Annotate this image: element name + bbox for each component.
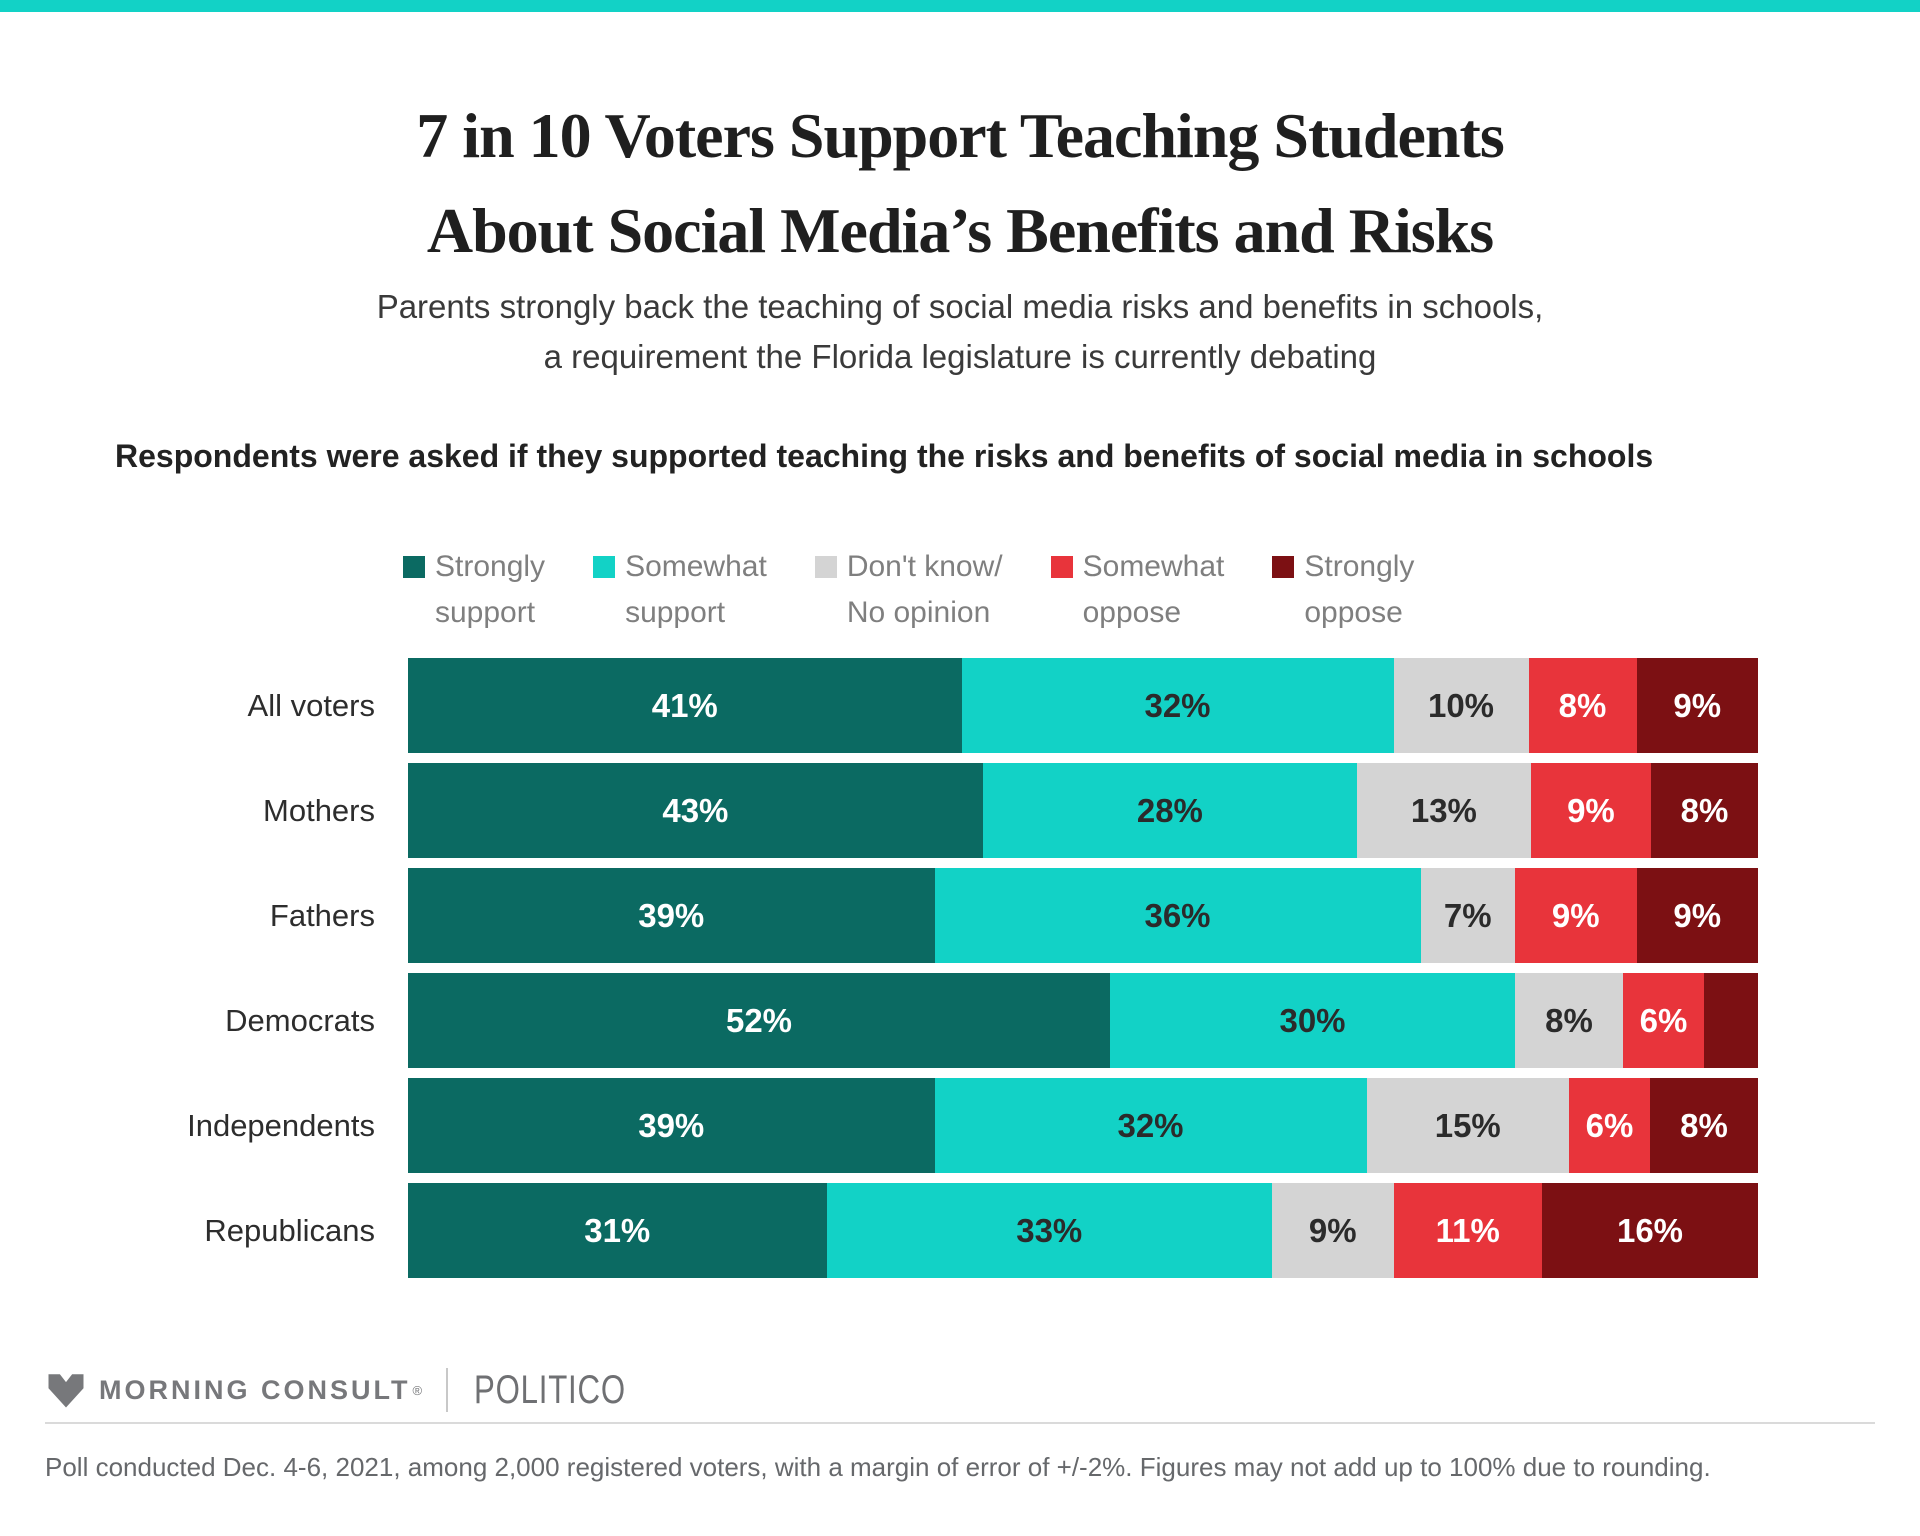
legend-item-5: Strongly oppose (1272, 544, 1414, 636)
bar-track: 52% 30% 8% 6% (408, 973, 1758, 1068)
bar-row: Mothers 43% 28% 13% 9% 8% (0, 763, 1920, 858)
bar-segment: 9% (1272, 1183, 1394, 1278)
bar-segment: 28% (982, 763, 1357, 858)
bar-segment: 52% (408, 973, 1110, 1068)
bar-segment: 31% (408, 1183, 827, 1278)
legend-label: Don't know/No opinion (846, 550, 1003, 629)
row-label: All voters (247, 687, 375, 723)
bar-segment: 30% (1110, 973, 1515, 1068)
legend-swatch-icon (593, 556, 616, 578)
bar-segment: 8% (1528, 658, 1637, 753)
legend-item-2: Somewhat support (593, 544, 767, 636)
row-label: Mothers (263, 792, 375, 828)
bar-track: 31% 33% 9% 11% 16% (408, 1183, 1758, 1278)
bar-segment: 41% (408, 658, 962, 753)
bar-segment: 7% (1420, 868, 1515, 963)
footer-brands: MORNING CONSULT ® POLITICO (45, 1366, 1920, 1414)
legend-item-1: Strongly support (403, 544, 545, 636)
legend-swatch-icon (1272, 556, 1295, 578)
bar-segment: 43% (408, 763, 983, 858)
legend-item-3: Don't know/No opinion (814, 544, 1003, 636)
legend-label: Somewhat oppose (1082, 550, 1225, 629)
bar-segment: 32% (961, 658, 1394, 753)
bar-track: 43% 28% 13% 9% 8% (408, 763, 1758, 858)
bar-row: All voters 41% 32% 10% 8% 9% (0, 658, 1920, 753)
legend-label: Somewhat support (625, 550, 767, 629)
morning-consult-wordmark: MORNING CONSULT (99, 1374, 411, 1405)
legend-label: Strongly support (435, 550, 546, 629)
title-line-2: About Social Media’s Benefits and Risks (426, 195, 1494, 266)
row-label: Republicans (204, 1212, 375, 1248)
bar-segment: 9% (1636, 868, 1758, 963)
row-label: Independents (187, 1107, 375, 1143)
bar-segment: 33% (826, 1183, 1272, 1278)
bar-segment: 32% (934, 1078, 1367, 1173)
bar-track: 39% 36% 7% 9% 9% (408, 868, 1758, 963)
bar-segment: 16% (1542, 1183, 1758, 1278)
chart-title: 7 in 10 Voters Support Teaching Students… (0, 88, 1920, 278)
legend-label: Strongly oppose (1304, 550, 1415, 629)
bar-row: Fathers 39% 36% 7% 9% 9% (0, 868, 1920, 963)
chart-subtitle: Parents strongly back the teaching of so… (0, 282, 1920, 382)
stacked-bar-chart: All voters 41% 32% 10% 8% 9% Mothers 43% 28% 13% 9… (0, 658, 1920, 1278)
bar-segment: 6% (1623, 973, 1704, 1068)
subtitle-line-2: a requirement the Florida legislature is… (543, 338, 1377, 375)
bar-row: Independents 39% 32% 15% 6% 8% (0, 1078, 1920, 1173)
row-label: Democrats (225, 1002, 375, 1038)
bar-track: 41% 32% 10% 8% 9% (408, 658, 1758, 753)
bar-segment: 8% (1650, 1078, 1758, 1173)
bar-segment: 9% (1636, 658, 1758, 753)
legend-swatch-icon (814, 556, 837, 578)
bar-segment: 13% (1357, 763, 1531, 858)
bar-segment: 9% (1515, 868, 1637, 963)
legend-item-4: Somewhat oppose (1050, 544, 1225, 636)
chart-legend: Strongly support Somewhat support Don't know… (403, 544, 1920, 636)
registered-mark: ® (412, 1382, 423, 1398)
legend-swatch-icon (1050, 556, 1073, 578)
top-accent-bar (0, 0, 1920, 12)
infographic-page: 7 in 10 Voters Support Teaching Students… (0, 0, 1920, 1482)
bar-segment: 8% (1515, 973, 1623, 1068)
bar-segment: 39% (408, 868, 935, 963)
bar-segment: 11% (1393, 1183, 1542, 1278)
bar-segment: 10% (1393, 658, 1529, 753)
bar-row: Democrats 52% 30% 8% 6% (0, 973, 1920, 1068)
survey-question: Respondents were asked if they supported… (115, 438, 1654, 474)
politico-wordmark: POLITICO (474, 1367, 626, 1412)
bar-track: 39% 32% 15% 6% 8% (408, 1078, 1758, 1173)
bar-segment: 6% (1569, 1078, 1650, 1173)
title-line-1: 7 in 10 Voters Support Teaching Students (416, 100, 1504, 171)
subtitle-line-1: Parents strongly back the teaching of so… (376, 288, 1544, 325)
bar-row: Republicans 31% 33% 9% 11% 16% (0, 1183, 1920, 1278)
footer-divider (45, 1422, 1875, 1424)
bar-segment (1704, 973, 1758, 1068)
bar-segment: 9% (1530, 763, 1652, 858)
bar-segment: 8% (1651, 763, 1758, 858)
legend-swatch-icon (403, 556, 425, 578)
bar-segment: 15% (1366, 1078, 1569, 1173)
row-label: Fathers (269, 897, 375, 933)
bar-segment: 39% (408, 1078, 935, 1173)
morning-consult-logo-icon (45, 1369, 87, 1411)
bar-segment: 36% (934, 868, 1421, 963)
brand-divider (446, 1368, 449, 1412)
methodology-note: Poll conducted Dec. 4-6, 2021, among 2,0… (45, 1452, 1711, 1482)
